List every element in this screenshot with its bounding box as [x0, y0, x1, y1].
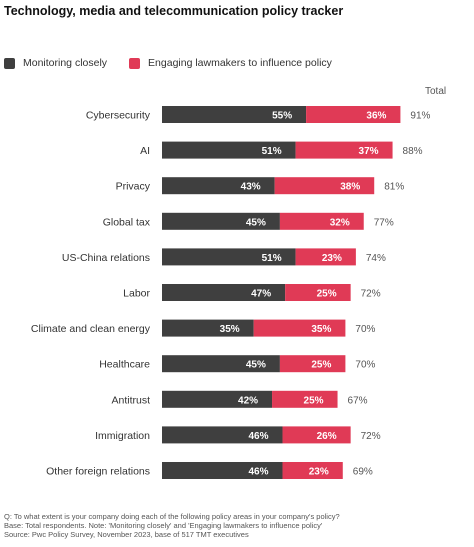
- total-label-cybersecurity: 91%: [410, 111, 430, 122]
- data-label-monitoring-antitrust: 42%: [238, 395, 258, 406]
- bar-engaging-labor: [285, 284, 351, 301]
- bar-engaging-global-tax: [279, 212, 364, 230]
- legend: Monitoring closely Engaging lawmakers to…: [4, 56, 354, 70]
- total-label-global-tax: 77%: [374, 217, 394, 228]
- bar-engaging-ai: [295, 141, 393, 159]
- bar-monitoring-cybersecurity: [162, 106, 307, 123]
- bar-monitoring-other-foreign-relations: [162, 462, 283, 479]
- data-label-engaging-antitrust: 25%: [304, 395, 324, 406]
- legend-swatch-engaging: [129, 57, 141, 69]
- data-label-monitoring-ai: 51%: [262, 146, 282, 157]
- bar-monitoring-healthcare: [162, 355, 280, 373]
- data-label-monitoring-climate-and-clean-energy: 35%: [220, 324, 240, 335]
- legend-swatch-monitoring: [4, 57, 15, 69]
- data-label-monitoring-privacy: 43%: [241, 182, 261, 193]
- total-label-immigration: 72%: [361, 431, 381, 442]
- total-column-header: Total: [425, 86, 447, 97]
- data-label-monitoring-us-china-relations: 51%: [262, 253, 282, 264]
- legend-label-engaging: Engaging lawmakers to influence policy: [148, 57, 332, 69]
- data-label-monitoring-immigration: 46%: [249, 431, 269, 442]
- data-label-engaging-labor: 25%: [317, 289, 337, 300]
- footnote-line-2: Base: Total respondents. Note: 'Monitori…: [4, 521, 323, 530]
- category-label-antitrust: Antitrust: [111, 394, 150, 406]
- data-label-engaging-immigration: 26%: [317, 431, 337, 442]
- total-label-healthcare: 70%: [355, 360, 375, 371]
- data-label-engaging-global-tax: 32%: [330, 217, 350, 228]
- total-label-privacy: 81%: [384, 182, 404, 193]
- bar-monitoring-antitrust: [162, 390, 273, 408]
- data-label-engaging-us-china-relations: 23%: [322, 253, 342, 264]
- data-label-monitoring-other-foreign-relations: 46%: [249, 467, 269, 478]
- footnote-line-3: Source: Pwc Policy Survey, November 2023…: [4, 530, 249, 539]
- bar-engaging-climate-and-clean-energy: [253, 319, 346, 337]
- data-label-engaging-healthcare: 25%: [311, 360, 331, 371]
- bar-engaging-other-foreign-relations: [282, 462, 343, 479]
- category-label-immigration: Immigration: [95, 430, 150, 442]
- data-label-engaging-ai: 37%: [359, 146, 379, 157]
- category-label-us-china-relations: US-China relations: [62, 252, 150, 264]
- category-label-privacy: Privacy: [116, 181, 151, 193]
- data-label-monitoring-global-tax: 45%: [246, 217, 266, 228]
- bar-engaging-privacy: [274, 177, 375, 195]
- total-label-us-china-relations: 74%: [366, 253, 386, 264]
- footnote: Q: To what extent is your company doing …: [4, 512, 470, 539]
- data-label-monitoring-healthcare: 45%: [246, 360, 266, 371]
- chart-title: Technology, media and telecommunication …: [4, 4, 344, 18]
- category-label-cybersecurity: Cybersecurity: [86, 110, 151, 122]
- bar-monitoring-immigration: [162, 426, 283, 444]
- data-label-engaging-privacy: 38%: [340, 182, 360, 193]
- legend-item-monitoring: Monitoring closely: [4, 57, 107, 69]
- bar-monitoring-ai: [162, 141, 296, 159]
- total-label-labor: 72%: [361, 289, 381, 300]
- data-label-engaging-cybersecurity: 36%: [366, 111, 386, 122]
- category-label-healthcare: Healthcare: [99, 359, 150, 371]
- category-label-climate-and-clean-energy: Climate and clean energy: [31, 323, 151, 335]
- legend-item-engaging: Engaging lawmakers to influence policy: [129, 57, 332, 69]
- bar-engaging-immigration: [282, 426, 351, 444]
- bar-monitoring-us-china-relations: [162, 248, 296, 266]
- data-label-engaging-climate-and-clean-energy: 35%: [311, 324, 331, 335]
- data-label-monitoring-labor: 47%: [251, 289, 271, 300]
- total-label-climate-and-clean-energy: 70%: [355, 324, 375, 335]
- category-label-other-foreign-relations: Other foreign relations: [46, 466, 150, 478]
- total-label-other-foreign-relations: 69%: [353, 467, 373, 478]
- bar-monitoring-privacy: [162, 177, 275, 195]
- bar-engaging-us-china-relations: [295, 248, 356, 266]
- category-label-global-tax: Global tax: [103, 216, 151, 228]
- category-label-ai: AI: [140, 145, 150, 157]
- data-label-monitoring-cybersecurity: 55%: [272, 111, 292, 122]
- legend-label-monitoring: Monitoring closely: [23, 57, 108, 69]
- total-label-ai: 88%: [403, 146, 423, 157]
- data-label-engaging-other-foreign-relations: 23%: [309, 467, 329, 478]
- total-label-antitrust: 67%: [348, 395, 368, 406]
- bar-monitoring-global-tax: [162, 212, 280, 230]
- bar-monitoring-climate-and-clean-energy: [162, 319, 254, 337]
- category-label-labor: Labor: [123, 288, 150, 300]
- footnote-line-1: Q: To what extent is your company doing …: [4, 512, 340, 521]
- bar-engaging-healthcare: [279, 355, 346, 373]
- bar-engaging-cybersecurity: [306, 106, 401, 123]
- bar-monitoring-labor: [162, 284, 286, 301]
- bar-engaging-antitrust: [272, 390, 338, 408]
